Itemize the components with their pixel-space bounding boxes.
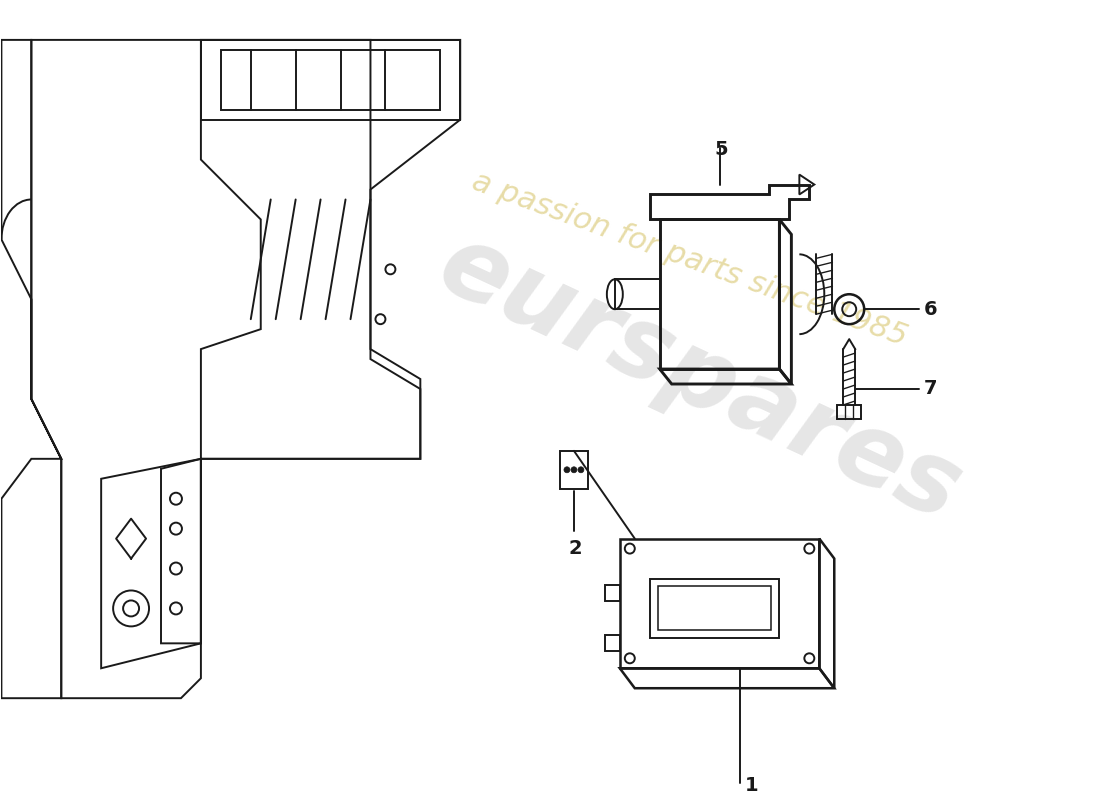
Circle shape [571,466,576,473]
Circle shape [578,466,584,473]
Text: 5: 5 [715,140,728,158]
Bar [560,451,587,489]
Text: 7: 7 [924,379,937,398]
Bar [658,586,771,630]
Bar [837,405,861,419]
Text: a passion for parts since 1985: a passion for parts since 1985 [469,167,911,352]
Text: 2: 2 [569,538,583,558]
Text: eurspares: eurspares [424,216,976,542]
Text: 6: 6 [924,300,937,318]
Circle shape [564,466,570,473]
Text: 1: 1 [745,776,758,795]
Bar [650,578,780,638]
